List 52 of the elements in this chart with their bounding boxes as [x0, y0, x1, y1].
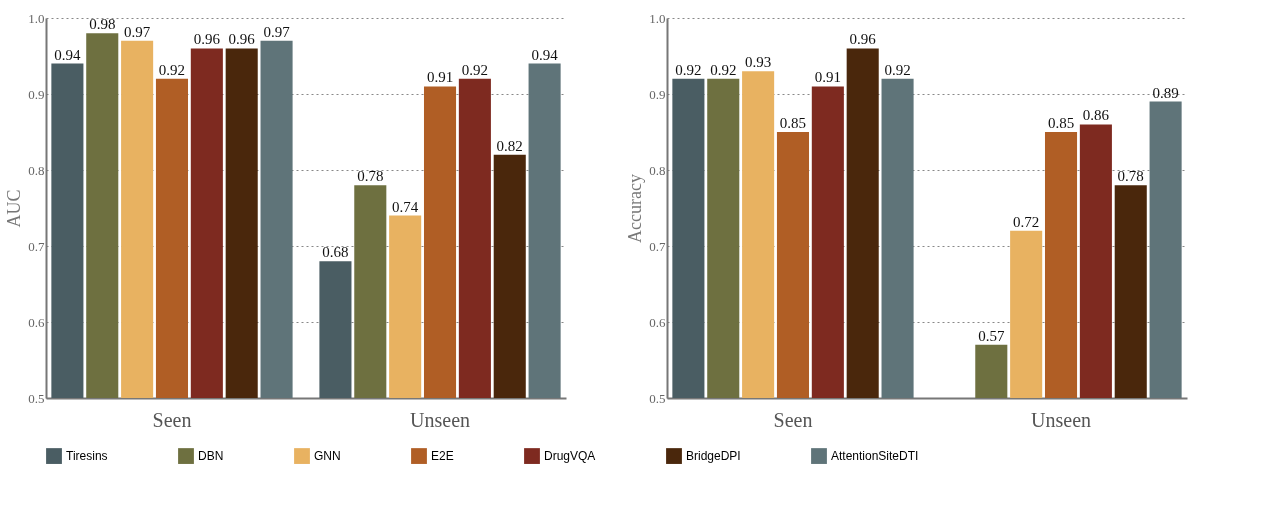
y-tick-label: 1.0: [28, 10, 45, 26]
y-tick-label: 0.7: [649, 238, 666, 254]
y-tick-label: 0.8: [649, 162, 666, 178]
y-tick-label: 0.6: [649, 314, 666, 330]
data-label: 0.93: [744, 54, 772, 71]
data-label: 0.96: [228, 31, 256, 48]
data-label: 0.94: [54, 46, 82, 63]
data-label: 0.78: [1117, 168, 1144, 185]
legend-label: BridgeDPI: [686, 449, 741, 464]
legend-label: AttentionSiteDTI: [831, 449, 919, 464]
data-label: 0.82: [496, 137, 523, 154]
data-label: 0.85: [779, 115, 807, 131]
y-tick-label: 0.9: [28, 86, 45, 102]
x-tick-label: Seen: [773, 408, 813, 431]
y-tick-label: 0.9: [649, 86, 666, 102]
data-label: 0.92: [884, 61, 911, 78]
y-tick-label: 1.0: [649, 10, 666, 26]
data-label: 0.92: [710, 61, 737, 78]
x-tick-label: Seen: [152, 408, 192, 431]
data-label: 0.97: [123, 23, 151, 40]
data-label: 0.89: [1152, 84, 1179, 101]
data-label: 0.94: [531, 46, 559, 63]
data-label: 0.91: [426, 69, 454, 86]
data-label: 0.86: [1082, 107, 1110, 124]
data-label: 0.96: [193, 31, 221, 48]
data-label: 0.98: [89, 16, 116, 33]
data-label: 0.96: [849, 31, 877, 48]
x-tick-label: Unseen: [1031, 408, 1092, 431]
legend-label: DrugVQA: [544, 449, 596, 464]
data-label: 0.85: [1047, 115, 1075, 131]
y-tick-label: 0.5: [649, 390, 666, 406]
x-tick-label: Unseen: [410, 408, 471, 431]
data-label: 0.92: [158, 61, 186, 78]
data-label: 0.92: [461, 61, 489, 78]
data-label: 0.91: [814, 69, 841, 86]
data-label: 0.57: [978, 327, 1005, 344]
data-label: 0.68: [322, 244, 349, 261]
data-label: 0.97: [263, 23, 291, 40]
y-tick-label: 0.7: [28, 238, 45, 254]
legend-label: Tiresins: [66, 449, 108, 464]
y-tick-label: 0.8: [28, 162, 45, 178]
legend-label: GNN: [314, 449, 341, 464]
y-tick-label: 0.6: [28, 314, 45, 330]
legend-label: DBN: [198, 449, 224, 464]
y-axis-title: AUC: [4, 189, 25, 228]
data-label: 0.92: [675, 61, 702, 78]
y-tick-label: 0.5: [28, 390, 45, 406]
data-label: 0.78: [357, 168, 384, 185]
legend-label: E2E: [431, 449, 454, 464]
data-label: 0.72: [1013, 213, 1040, 230]
data-label: 0.74: [392, 198, 419, 215]
y-axis-title: Accuracy: [625, 174, 646, 243]
